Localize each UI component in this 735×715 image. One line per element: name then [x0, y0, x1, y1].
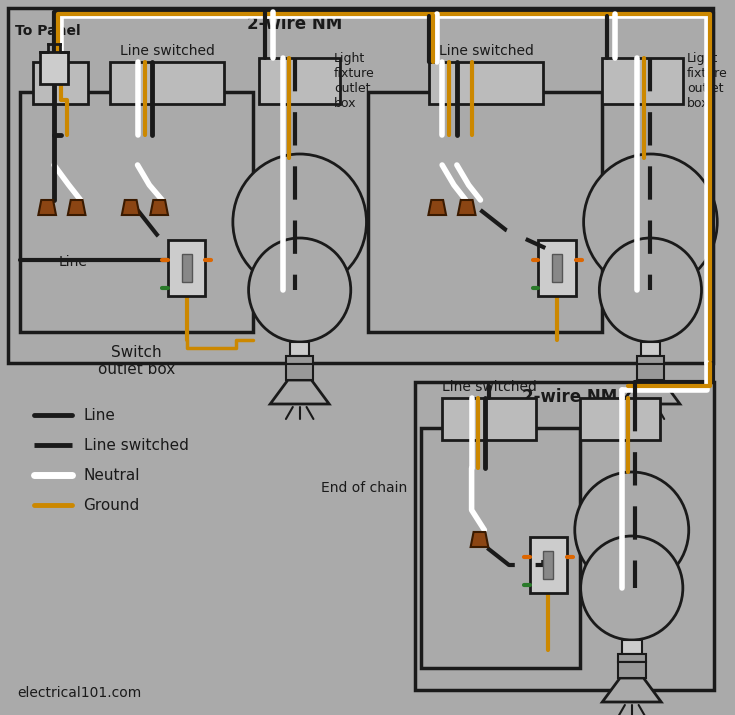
Bar — [429, 62, 543, 104]
Text: To Panel: To Panel — [15, 24, 80, 38]
Bar — [290, 342, 309, 356]
Bar — [637, 356, 664, 364]
Text: Line switched: Line switched — [439, 44, 534, 58]
Bar — [182, 254, 192, 282]
Bar — [543, 551, 553, 579]
Circle shape — [584, 154, 717, 290]
Text: Switch
outlet box: Switch outlet box — [98, 345, 175, 378]
Bar — [420, 428, 580, 668]
Text: electrical101.com: electrical101.com — [18, 686, 142, 700]
Polygon shape — [458, 200, 476, 215]
Bar — [8, 8, 713, 363]
Bar — [259, 58, 340, 104]
Bar — [580, 398, 660, 440]
Bar — [110, 62, 224, 104]
Bar — [539, 240, 576, 296]
Bar — [618, 662, 645, 678]
Bar — [368, 92, 602, 332]
Bar — [552, 254, 562, 282]
Circle shape — [233, 154, 367, 290]
Bar — [442, 398, 537, 440]
Text: Line switched: Line switched — [442, 380, 537, 394]
Bar — [415, 382, 714, 690]
Bar — [286, 364, 313, 380]
Circle shape — [581, 536, 683, 640]
Text: Line: Line — [59, 255, 87, 269]
Bar — [637, 364, 664, 380]
Text: Light
fixture
outlet
box: Light fixture outlet box — [686, 52, 728, 110]
Polygon shape — [621, 380, 680, 404]
Polygon shape — [38, 200, 56, 215]
Polygon shape — [68, 200, 85, 215]
Polygon shape — [151, 200, 168, 215]
Text: 2-wire NM: 2-wire NM — [247, 15, 343, 33]
Polygon shape — [122, 200, 140, 215]
Bar — [530, 537, 567, 593]
Bar — [20, 92, 254, 332]
Circle shape — [248, 238, 351, 342]
Text: End of chain: End of chain — [321, 481, 408, 495]
Text: 2-wire NM: 2-wire NM — [523, 388, 617, 406]
Text: Neutral: Neutral — [84, 468, 140, 483]
Polygon shape — [429, 200, 446, 215]
Bar — [286, 356, 313, 364]
Bar — [40, 52, 68, 84]
Bar — [641, 342, 660, 356]
Text: Line: Line — [84, 408, 115, 423]
Polygon shape — [270, 380, 329, 404]
Polygon shape — [470, 532, 488, 547]
Text: Line switched: Line switched — [120, 44, 215, 58]
Polygon shape — [602, 678, 662, 702]
Circle shape — [599, 238, 701, 342]
Text: Light
fixture
outlet
box: Light fixture outlet box — [334, 52, 375, 110]
Bar — [602, 58, 683, 104]
Bar — [618, 654, 645, 662]
Bar — [33, 62, 88, 104]
Bar — [622, 640, 642, 654]
Circle shape — [575, 472, 689, 588]
Text: Ground: Ground — [84, 498, 140, 513]
Text: Line switched: Line switched — [84, 438, 188, 453]
Bar — [168, 240, 205, 296]
